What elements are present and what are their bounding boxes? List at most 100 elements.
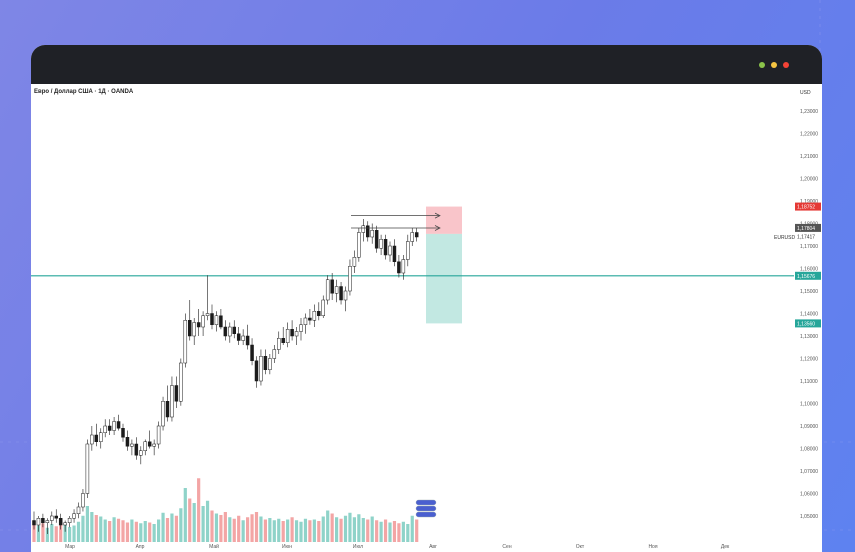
volume-bar: [277, 518, 281, 542]
close-button[interactable]: [783, 62, 789, 68]
candle-body: [121, 428, 125, 438]
candle-body: [165, 401, 170, 418]
volume-bar: [32, 521, 36, 542]
candle-body: [156, 425, 161, 445]
volume-bar: [299, 521, 303, 542]
candle-body: [366, 225, 370, 238]
candle-body: [228, 326, 232, 337]
candle-body: [130, 443, 134, 447]
candle-body: [76, 506, 81, 514]
price-label-badge: [795, 271, 821, 280]
minimize-button[interactable]: [759, 62, 765, 68]
volume-bar: [263, 519, 267, 542]
candle-body: [36, 518, 41, 526]
candle-body: [259, 356, 263, 382]
candle-body: [392, 245, 397, 262]
volume-bar: [375, 520, 379, 542]
candle-body: [406, 241, 410, 260]
position-target-zone[interactable]: [426, 233, 462, 324]
candle-body: [268, 358, 272, 370]
volume-bar: [41, 523, 45, 542]
volume-bar: [272, 520, 276, 542]
candle-body: [214, 315, 219, 325]
candle-body: [250, 344, 254, 361]
candle-body: [330, 279, 334, 294]
volume-bar: [81, 515, 85, 542]
candle-body: [321, 299, 325, 316]
indicator-badge-icon[interactable]: [415, 499, 437, 506]
volume-bar: [121, 520, 125, 542]
candle-body: [241, 335, 245, 341]
volume-bar: [370, 516, 374, 542]
y-axis-tick-label: 1,15000: [800, 289, 818, 295]
candle-body: [281, 338, 285, 343]
candle-body: [414, 232, 419, 238]
volume-bar: [232, 518, 236, 542]
candle-body: [196, 322, 201, 328]
candle-body: [312, 311, 317, 321]
volume-bar: [250, 514, 254, 542]
volume-bar: [143, 521, 147, 542]
candle-body: [99, 432, 103, 442]
position-stop-zone[interactable]: [426, 206, 462, 234]
candlestick-chart[interactable]: 1,230001,220001,210001,200001,190001,180…: [31, 84, 822, 552]
volume-bar: [179, 508, 183, 542]
volume-bar: [321, 516, 325, 542]
price-label-text: 1,15676: [797, 274, 815, 280]
volume-bar: [254, 512, 259, 542]
volume-bar: [36, 525, 41, 542]
y-axis-tick-label: 1,22000: [800, 132, 818, 138]
price-label-text: 1,13560: [797, 321, 815, 327]
volume-bar: [197, 478, 201, 542]
volume-bar: [335, 517, 339, 542]
volume-bar: [312, 519, 316, 542]
maximize-button[interactable]: [771, 62, 777, 68]
candle-body: [285, 329, 290, 343]
symbol-label: EURUSD: [774, 235, 796, 241]
x-axis-tick-label: Июн: [282, 544, 292, 550]
volume-bar: [157, 519, 161, 542]
volume-bar: [223, 512, 227, 542]
volume-bar: [134, 521, 138, 542]
price-label-badge: [795, 223, 821, 232]
price-label-text: 1,18752: [797, 205, 815, 211]
volume-bar: [148, 522, 152, 542]
candle-body: [339, 286, 343, 301]
candle-body: [290, 329, 294, 337]
candle-body: [103, 425, 107, 433]
volume-bar: [139, 523, 143, 542]
volume-bar: [339, 518, 343, 542]
candle-body: [361, 225, 366, 233]
volume-bar: [210, 510, 214, 542]
volume-bar: [410, 515, 414, 542]
volume-bar: [112, 517, 116, 542]
volume-bar: [317, 521, 321, 542]
volume-bar: [268, 518, 272, 542]
symbol-title: Евро / Доллар США · 1Д · OANDA: [34, 89, 134, 95]
volume-bar: [343, 515, 348, 542]
candle-body: [388, 245, 392, 256]
volume-bar: [108, 521, 112, 542]
candle-body: [58, 518, 63, 526]
candle-body: [219, 315, 223, 328]
volume-bar: [219, 515, 223, 542]
volume-bar: [68, 527, 72, 542]
candle-body: [192, 322, 196, 337]
candle-body: [81, 493, 85, 508]
y-axis-tick-label: 1,10000: [800, 402, 818, 408]
indicator-badge-icon[interactable]: [415, 511, 437, 518]
volume-bar: [352, 517, 356, 542]
x-axis-tick-label: Ноя: [648, 544, 657, 550]
y-axis-tick-label: 1,14000: [800, 312, 818, 318]
volume-bar: [326, 510, 330, 542]
price-label-badge: [795, 319, 821, 328]
x-axis-tick-label: Май: [209, 543, 219, 550]
candle-body: [352, 257, 357, 267]
volume-bar: [397, 523, 401, 542]
candle-body: [85, 443, 90, 494]
trading-chart[interactable]: 1,230001,220001,210001,200001,190001,180…: [31, 84, 822, 552]
volume-bar: [366, 519, 370, 542]
y-axis-tick-label: 1,11000: [800, 379, 818, 385]
candle-body: [401, 259, 406, 274]
indicator-badge-icon[interactable]: [415, 505, 437, 512]
